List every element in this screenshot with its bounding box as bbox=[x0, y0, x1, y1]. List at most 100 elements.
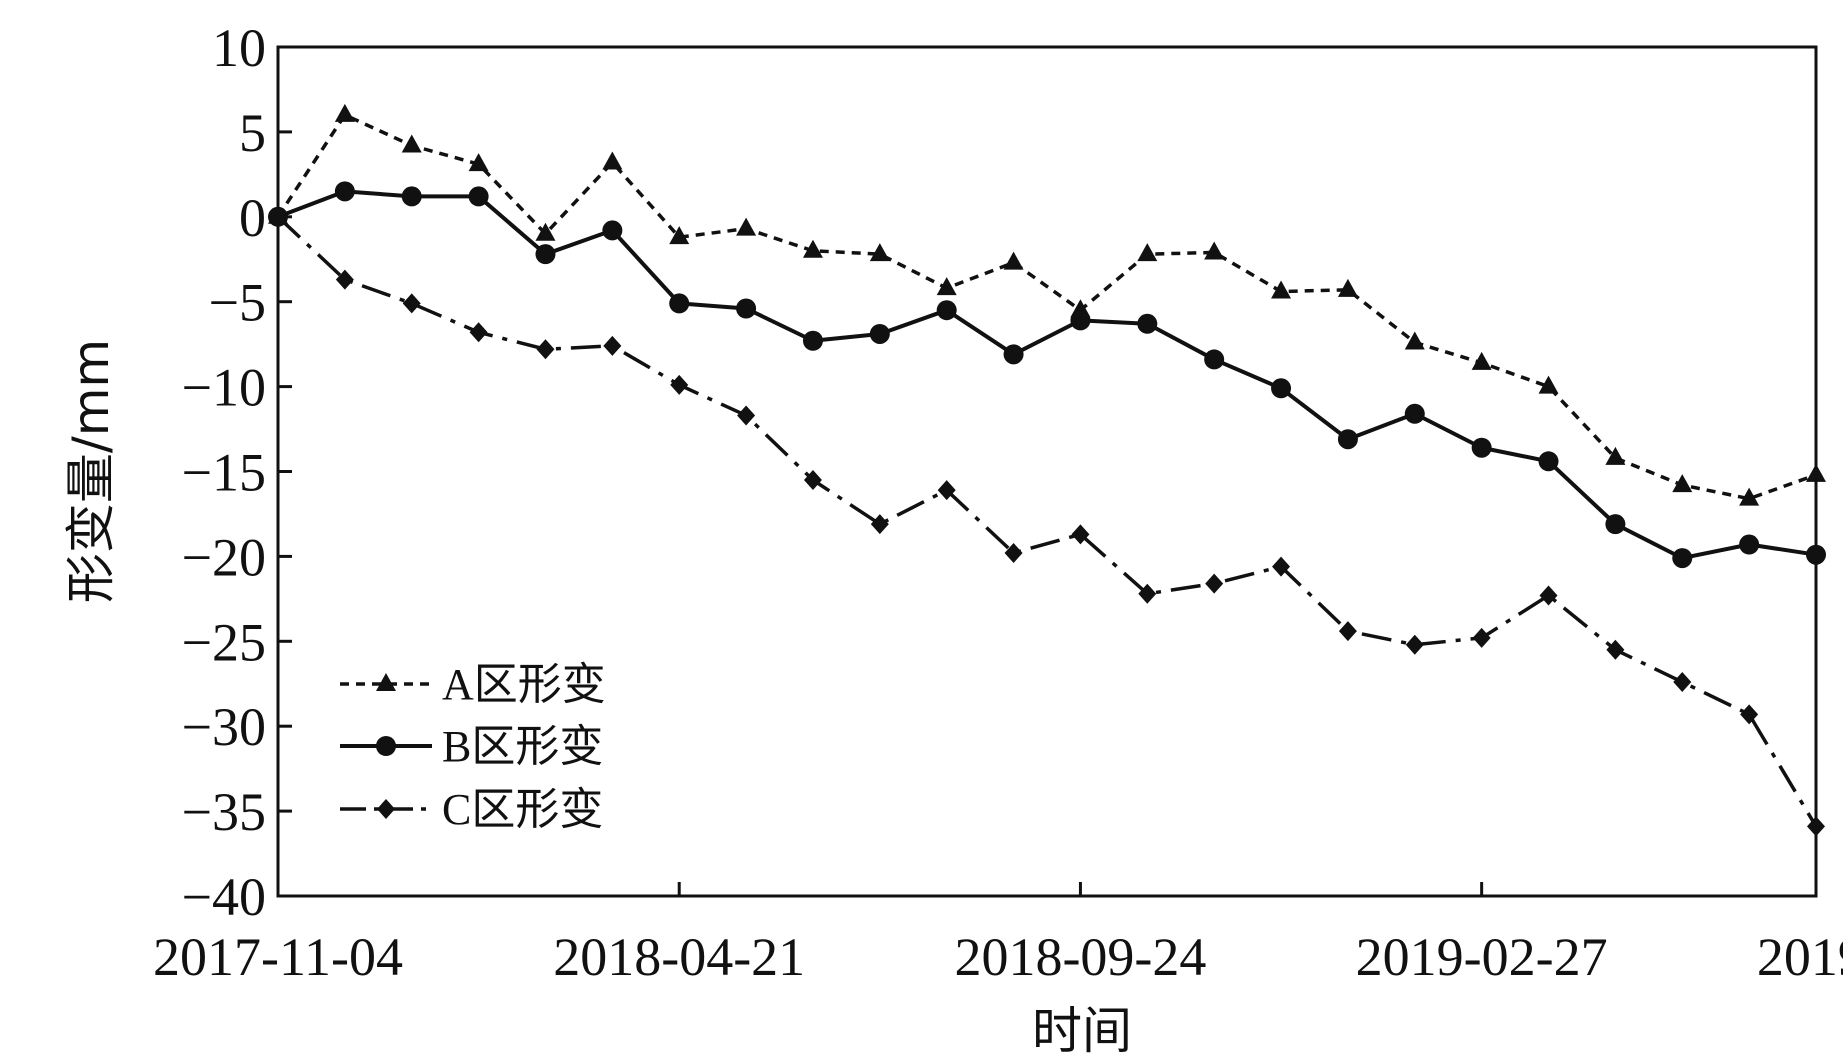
data-point-circle bbox=[1404, 403, 1425, 424]
data-point-diamond bbox=[1205, 573, 1224, 594]
data-point-circle bbox=[535, 244, 556, 265]
y-tick-label: −40 bbox=[182, 867, 266, 927]
data-point-circle bbox=[1003, 344, 1024, 365]
data-point-diamond bbox=[1138, 583, 1157, 604]
y-tick-label: −30 bbox=[182, 697, 266, 757]
series-line bbox=[277, 189, 1817, 561]
data-point-triangle bbox=[869, 243, 890, 262]
data-point-circle bbox=[1538, 451, 1559, 472]
data-point-diamond bbox=[1272, 556, 1291, 577]
data-point-circle bbox=[401, 186, 422, 207]
legend-entry: C区形变 bbox=[340, 785, 603, 834]
y-tick-label: −15 bbox=[182, 443, 266, 503]
legend-marker-circle bbox=[376, 736, 396, 756]
data-point-triangle bbox=[1137, 243, 1158, 262]
data-point-diamond bbox=[803, 469, 822, 490]
data-point-diamond bbox=[1071, 524, 1090, 545]
legend-label: A区形变 bbox=[442, 660, 606, 709]
data-point-triangle bbox=[802, 239, 823, 258]
data-point-diamond bbox=[1539, 585, 1558, 606]
data-point-diamond bbox=[1472, 627, 1491, 648]
series-line bbox=[276, 113, 1817, 501]
data-point-triangle bbox=[1003, 251, 1024, 270]
x-tick-label: 2018-09-24 bbox=[954, 927, 1206, 987]
y-tick-label: −5 bbox=[209, 273, 266, 333]
series-triangle bbox=[268, 103, 1826, 506]
data-point-diamond bbox=[737, 405, 756, 426]
data-point-triangle bbox=[1471, 351, 1492, 370]
legend-label: C区形变 bbox=[442, 785, 603, 834]
data-point-diamond bbox=[536, 339, 555, 360]
x-axis-title: 时间 bbox=[1032, 1002, 1132, 1060]
data-point-diamond bbox=[1606, 639, 1625, 660]
y-axis-title: 形变量/mm bbox=[62, 339, 120, 603]
data-point-circle bbox=[1337, 429, 1358, 450]
data-point-diamond bbox=[1740, 704, 1759, 725]
data-point-circle bbox=[736, 298, 757, 319]
data-point-triangle bbox=[1605, 446, 1626, 465]
data-point-circle bbox=[1605, 514, 1626, 535]
legend: A区形变 B区形变 C区形变 bbox=[340, 660, 606, 834]
data-point-circle bbox=[936, 300, 957, 321]
series-line bbox=[276, 215, 1818, 828]
data-point-triangle bbox=[936, 277, 957, 296]
data-point-triangle bbox=[602, 151, 623, 170]
data-point-triangle bbox=[1271, 280, 1292, 299]
data-point-circle bbox=[1137, 313, 1158, 334]
data-point-triangle bbox=[736, 217, 757, 236]
legend-label: B区形变 bbox=[442, 722, 603, 771]
data-point-triangle bbox=[669, 226, 690, 245]
data-point-triangle bbox=[468, 153, 489, 172]
data-point-circle bbox=[869, 323, 890, 344]
data-point-triangle bbox=[535, 222, 556, 241]
data-point-diamond bbox=[603, 335, 622, 356]
data-point-triangle bbox=[1538, 375, 1559, 394]
data-point-circle bbox=[468, 186, 489, 207]
data-point-diamond bbox=[1405, 634, 1424, 655]
y-tick-label: 10 bbox=[212, 18, 266, 78]
data-point-circle bbox=[1271, 378, 1292, 399]
data-point-circle bbox=[1471, 437, 1492, 458]
data-point-circle bbox=[1204, 349, 1225, 370]
y-tick-label: −25 bbox=[182, 612, 266, 672]
data-point-diamond bbox=[670, 374, 689, 395]
x-tick-label: 2019-07-21 bbox=[1757, 927, 1843, 987]
data-point-diamond bbox=[1338, 621, 1357, 642]
data-point-diamond bbox=[469, 322, 488, 343]
x-tick-label: 2019-02-27 bbox=[1356, 927, 1608, 987]
data-point-circle bbox=[1672, 548, 1693, 569]
data-point-triangle bbox=[1672, 474, 1693, 493]
legend-marker-triangle bbox=[376, 673, 396, 691]
series-circle bbox=[268, 181, 1826, 569]
data-point-diamond bbox=[870, 514, 889, 535]
data-point-circle bbox=[1070, 310, 1091, 331]
legend-entry: A区形变 bbox=[340, 660, 606, 709]
x-tick-label: 2018-04-21 bbox=[553, 927, 805, 987]
data-point-diamond bbox=[937, 480, 956, 501]
data-point-triangle bbox=[1204, 241, 1225, 260]
plot-area bbox=[268, 103, 1826, 837]
data-point-circle bbox=[334, 181, 355, 202]
x-tick-label: 2017-11-04 bbox=[153, 927, 403, 987]
data-point-triangle bbox=[1739, 487, 1760, 506]
data-point-triangle bbox=[1404, 331, 1425, 350]
data-point-triangle bbox=[401, 134, 422, 153]
data-point-diamond bbox=[335, 269, 354, 290]
legend-marker-diamond bbox=[377, 799, 395, 819]
data-point-triangle bbox=[334, 103, 355, 122]
data-point-diamond bbox=[1004, 543, 1023, 564]
data-point-diamond bbox=[1673, 672, 1692, 693]
y-tick-label: −20 bbox=[182, 527, 266, 587]
data-point-diamond bbox=[402, 293, 421, 314]
data-point-circle bbox=[1739, 534, 1760, 555]
y-tick-label: −10 bbox=[182, 358, 266, 418]
legend-entry: B区形变 bbox=[340, 722, 603, 771]
data-point-triangle bbox=[1337, 278, 1358, 297]
data-point-circle bbox=[669, 293, 690, 314]
y-tick-label: −35 bbox=[182, 782, 266, 842]
y-tick-label: 0 bbox=[239, 188, 266, 248]
data-point-circle bbox=[802, 330, 823, 351]
series-diamond bbox=[269, 206, 1825, 837]
